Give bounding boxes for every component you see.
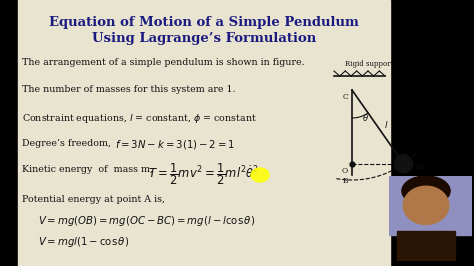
Text: Using Lagrange’s Formulation: Using Lagrange’s Formulation — [92, 32, 316, 45]
Bar — [390, 0, 474, 266]
Ellipse shape — [403, 186, 449, 225]
Text: $l$: $l$ — [384, 119, 388, 130]
Text: $V = mg(OB) = mg(OC - BC) = mg(l - l\cos\theta)$: $V = mg(OB) = mg(OC - BC) = mg(l - l\cos… — [38, 214, 255, 228]
Text: $V = mgl(1 - \cos\theta)$: $V = mgl(1 - \cos\theta)$ — [38, 235, 129, 249]
Bar — [389, 176, 472, 235]
Bar — [18, 0, 390, 266]
Text: The number of masses for this system are 1.: The number of masses for this system are… — [22, 85, 236, 94]
Text: O: O — [342, 167, 348, 175]
Text: $f = 3N - k = 3(1) - 2 = 1$: $f = 3N - k = 3(1) - 2 = 1$ — [115, 138, 235, 151]
Text: m: m — [416, 163, 423, 171]
Text: Degree’s freedom,: Degree’s freedom, — [22, 139, 111, 148]
Text: $\theta$: $\theta$ — [362, 112, 369, 123]
Text: B: B — [342, 177, 348, 185]
Text: Potential energy at point A is,: Potential energy at point A is, — [22, 195, 165, 204]
Bar — [0, 0, 18, 266]
Ellipse shape — [251, 168, 269, 182]
Text: Rigid support: Rigid support — [345, 60, 393, 68]
Text: C: C — [342, 93, 348, 101]
Text: The arrangement of a simple pendulum is shown in figure.: The arrangement of a simple pendulum is … — [22, 58, 305, 67]
Text: Equation of Motion of a Simple Pendulum: Equation of Motion of a Simple Pendulum — [49, 16, 359, 29]
Text: $T = \dfrac{1}{2}mv^2 = \dfrac{1}{2}ml^2\dot{\theta}^2$: $T = \dfrac{1}{2}mv^2 = \dfrac{1}{2}ml^2… — [148, 161, 259, 187]
Bar — [397, 231, 455, 261]
Text: A: A — [407, 160, 412, 168]
Ellipse shape — [402, 176, 450, 206]
Text: Constraint equations, $l$ = constant, $\phi$ = constant: Constraint equations, $l$ = constant, $\… — [22, 112, 257, 125]
Text: Kinetic energy  of  mass m,: Kinetic energy of mass m, — [22, 165, 153, 174]
Circle shape — [395, 155, 413, 173]
